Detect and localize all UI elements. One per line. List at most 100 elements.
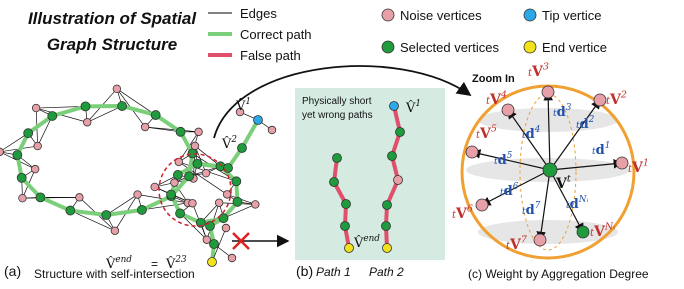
vertex (118, 102, 127, 111)
math-sup: 5 (491, 124, 497, 135)
math-sup: Nᵢ (604, 222, 615, 233)
vertex (232, 177, 241, 186)
caption: (c) Weight by Aggregation Degree (468, 267, 649, 281)
math-sup: 3 (566, 103, 572, 113)
vertex (32, 104, 40, 112)
math-sup: 7 (521, 235, 528, 246)
math-sup: 2 (588, 115, 595, 125)
vertex (102, 210, 111, 219)
legend-label: Edges (240, 6, 277, 21)
vertex (185, 172, 194, 181)
vertex (111, 227, 119, 235)
vertex (208, 258, 217, 267)
vertex (524, 9, 536, 21)
math-base: d (504, 184, 513, 199)
title-line: Graph Structure (47, 35, 177, 54)
vertex (502, 104, 514, 116)
graph-a: V̂1V̂2V̂end=V̂23 (0, 85, 276, 272)
vertex (466, 146, 478, 158)
vertex (268, 126, 276, 134)
math-sup: 1 (643, 158, 649, 169)
vertex (36, 193, 45, 202)
math-sup: end (115, 255, 132, 265)
vertex (254, 116, 263, 125)
math-base: d (580, 117, 589, 132)
vertex (222, 224, 230, 232)
vertex (233, 197, 242, 206)
vertex (616, 157, 628, 169)
math-label: V̂2 (221, 135, 237, 152)
math-sup: 1 (415, 99, 421, 109)
vertex (81, 102, 90, 111)
legend-label: End vertice (542, 40, 607, 55)
math-sup: end (363, 234, 380, 244)
math-sup: 6 (513, 182, 519, 192)
math-base: d (570, 197, 579, 212)
vertex (333, 154, 342, 163)
math-label: tdNᵢ (566, 195, 588, 212)
math-sup: 4 (500, 90, 507, 101)
vertex (151, 111, 160, 120)
vertex (195, 128, 203, 136)
math-sup: 5 (507, 151, 513, 161)
math-sup: 7 (535, 201, 541, 211)
math-sup: 1 (245, 97, 251, 107)
math-label: V̂1 (235, 97, 251, 114)
vertex (542, 86, 554, 98)
vertex (252, 201, 260, 209)
math-base: d (526, 203, 535, 218)
vertex (34, 142, 42, 150)
vertex (388, 152, 397, 161)
edge (87, 106, 122, 122)
vertex (577, 226, 589, 238)
vertex (176, 209, 185, 218)
vertex (113, 85, 121, 93)
vertex (383, 244, 392, 253)
vertex (341, 222, 350, 231)
math-label: td1 (592, 141, 610, 158)
math-label: tV3 (528, 62, 549, 80)
math-sup: t (567, 174, 571, 185)
graph-c: tV1td1tV2td2tV3td3tV4td4tV5td5tV6td6tV7t… (452, 62, 649, 258)
note: Physically short (302, 96, 372, 107)
vertex (382, 9, 394, 21)
vertex (134, 191, 142, 199)
math-label: tV7 (506, 235, 528, 253)
vertex (24, 129, 33, 138)
math-label: tV1 (628, 158, 649, 176)
vertex (48, 111, 57, 120)
math-sup: 4 (534, 125, 541, 135)
math-base: V̂ (405, 100, 416, 116)
vertex (176, 127, 185, 136)
math-base: d (596, 143, 605, 158)
math-label: tV2 (606, 90, 627, 108)
math-label: td7 (522, 201, 541, 218)
vertex (594, 94, 606, 106)
zoom-label: Zoom In (472, 73, 515, 85)
legend: EdgesCorrect pathFalse pathNoise vertice… (208, 6, 607, 63)
figure: Illustration of Spatial Graph Structure … (0, 0, 684, 289)
math-sup: 23 (174, 255, 187, 265)
path-label: Path 1 (316, 265, 351, 279)
math-base: V̂ (221, 136, 232, 152)
math-label: tV5 (476, 124, 497, 142)
legend-label: Correct path (240, 27, 312, 42)
vertex (330, 178, 339, 187)
math-sup: 1 (605, 141, 611, 151)
vertex (76, 194, 84, 202)
legend-label: False path (240, 48, 301, 63)
vertex (394, 176, 403, 185)
math-label: td2 (576, 115, 595, 132)
vertex (382, 41, 394, 53)
vertex (171, 179, 179, 187)
vertex (141, 123, 149, 131)
vertex (13, 151, 22, 160)
vertex (390, 102, 399, 111)
math-base: d (498, 153, 507, 168)
vertex (382, 222, 391, 231)
math-base: V̂ (353, 235, 364, 251)
vertex (173, 170, 182, 179)
vertex (396, 128, 405, 137)
vertex (206, 222, 215, 231)
vertex (342, 200, 351, 209)
